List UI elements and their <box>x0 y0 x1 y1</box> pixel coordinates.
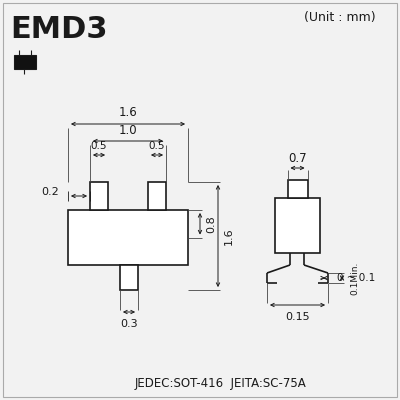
Bar <box>275 198 320 253</box>
Text: 0.5: 0.5 <box>91 141 107 151</box>
Bar <box>68 210 188 265</box>
Text: 0.5: 0.5 <box>149 141 165 151</box>
Text: (Unit : mm): (Unit : mm) <box>304 12 376 24</box>
Text: 0.15: 0.15 <box>285 312 310 322</box>
Text: 1.6: 1.6 <box>224 227 234 245</box>
Text: 0.2: 0.2 <box>41 187 59 197</box>
Text: 1.0: 1.0 <box>119 124 137 136</box>
Text: 0.3: 0.3 <box>120 319 138 329</box>
Text: EMD3: EMD3 <box>10 16 108 44</box>
Text: 0.8: 0.8 <box>206 215 216 233</box>
Bar <box>120 265 138 290</box>
Text: 0 ~ 0.1: 0 ~ 0.1 <box>337 273 375 283</box>
Bar <box>288 180 308 198</box>
Bar <box>90 182 108 210</box>
Bar <box>14 55 36 69</box>
Text: 0.7: 0.7 <box>288 152 307 164</box>
Text: 0.1Min.: 0.1Min. <box>350 261 360 295</box>
Bar <box>148 182 166 210</box>
Text: JEDEC:SOT-416  JEITA:SC-75A: JEDEC:SOT-416 JEITA:SC-75A <box>134 376 306 390</box>
Text: 1.6: 1.6 <box>119 106 137 120</box>
